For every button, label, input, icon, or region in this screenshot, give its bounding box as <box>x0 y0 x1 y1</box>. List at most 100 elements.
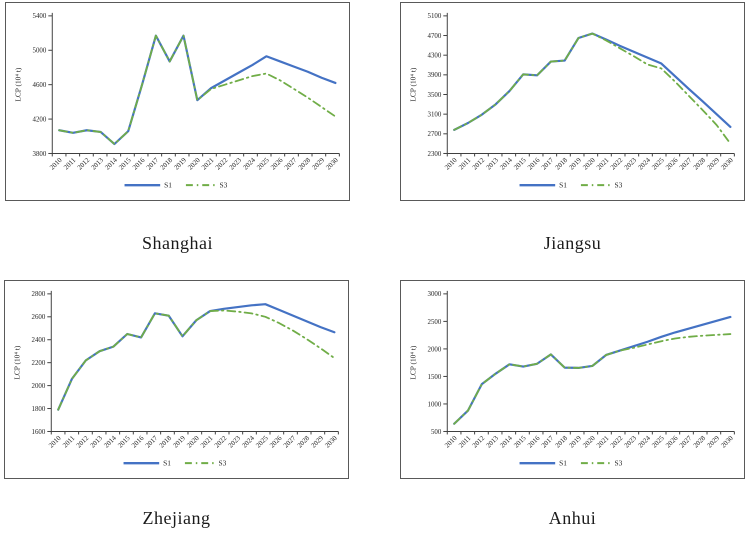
x-tick-label: 2017 <box>541 434 556 449</box>
chart-panel-jiangsu: 2300 2700 3100 3500 3900 4300 4700 5100 2010 2011… <box>400 2 745 201</box>
x-tick-label: 2014 <box>499 156 514 171</box>
x-tick-label: 2017 <box>145 434 160 449</box>
y-tick-label: 2400 <box>32 337 46 344</box>
x-tick-label: 2026 <box>665 156 680 171</box>
y-tick-label: 1500 <box>428 374 442 381</box>
x-tick-labels: 2010 2011 2012 2013 2014 2015 2016 2017 2018 2019… <box>444 434 735 449</box>
y-tick-label: 2800 <box>32 291 46 298</box>
y-tick-label: 3100 <box>428 112 442 119</box>
x-tick-label: 2012 <box>471 156 486 171</box>
x-tick-label: 2015 <box>513 434 528 449</box>
y-tick-label: 4700 <box>428 33 442 40</box>
x-tick-label: 2020 <box>187 156 202 171</box>
x-tick-label: 2019 <box>568 156 583 171</box>
x-tick-label: 2010 <box>444 434 459 449</box>
x-tick-label: 2022 <box>610 434 625 449</box>
y-tick-labels: 2300 2700 3100 3500 3900 4300 4700 5100 <box>428 13 448 158</box>
x-tick-labels: 2010 2011 2012 2013 2014 2015 2016 2017 2018 2019… <box>444 156 735 171</box>
y-tick-label: 2000 <box>428 346 442 353</box>
x-tick-label: 2013 <box>485 434 500 449</box>
x-tick-label: 2011 <box>63 156 78 171</box>
y-tick-label: 2000 <box>32 383 46 390</box>
y-tick-label: 1600 <box>32 429 46 436</box>
x-tick-label: 2010 <box>49 156 64 171</box>
legend-s3-label: S3 <box>615 459 623 468</box>
legend-s3-label: S3 <box>615 181 623 190</box>
line-chart-jiangsu: 2300 2700 3100 3500 3900 4300 4700 5100 2010 2011… <box>409 12 735 190</box>
legend-s1-label: S1 <box>559 459 567 468</box>
s3-line <box>453 333 732 425</box>
x-tick-label: 2015 <box>118 156 133 171</box>
x-tick-label: 2027 <box>679 156 694 171</box>
x-tick-label: 2029 <box>706 156 721 171</box>
x-tick-label: 2021 <box>596 434 611 449</box>
x-tick-label: 2023 <box>227 434 242 449</box>
x-tick-label: 2018 <box>159 156 174 171</box>
x-tick-label: 2021 <box>596 156 611 171</box>
chart-title-zhejiang: Zhejiang <box>142 508 211 528</box>
x-tick-label: 2024 <box>637 156 652 171</box>
x-ticks <box>50 431 339 435</box>
legend-s3-label: S3 <box>219 459 227 468</box>
x-tick-label: 2023 <box>228 156 243 171</box>
chart-title-anhui: Anhui <box>548 508 597 528</box>
x-ticks <box>446 431 735 435</box>
x-tick-label: 2027 <box>283 434 298 449</box>
x-tick-label: 2022 <box>214 434 229 449</box>
x-tick-label: 2028 <box>297 156 312 171</box>
y-tick-label: 4300 <box>428 53 442 60</box>
y-tick-label: 2300 <box>428 151 442 158</box>
s3-line <box>453 32 732 145</box>
legend-s1-label: S1 <box>164 181 172 190</box>
x-tick-label: 2014 <box>103 434 118 449</box>
y-tick-label: 3900 <box>428 72 442 79</box>
y-tick-label: 5100 <box>428 13 442 20</box>
line-chart-zhejiang: 1600 1800 2000 2200 2400 2600 2800 2010 2011 2012… <box>13 290 339 468</box>
legend-s3-label: S3 <box>220 181 228 190</box>
x-tick-label: 2010 <box>444 156 459 171</box>
x-tick-label: 2026 <box>270 156 285 171</box>
s3-line <box>57 309 336 411</box>
y-tick-labels: 1600 1800 2000 2200 2400 2600 2800 <box>32 291 52 436</box>
x-tick-label: 2014 <box>499 434 514 449</box>
y-tick-label: 2200 <box>32 360 46 367</box>
x-tick-label: 2028 <box>296 434 311 449</box>
y-tick-label: 3800 <box>33 151 47 158</box>
y-tick-label: 3500 <box>428 92 442 99</box>
x-tick-label: 2025 <box>255 434 270 449</box>
x-tick-label: 2027 <box>679 434 694 449</box>
x-tick-label: 2012 <box>471 434 486 449</box>
line-chart-shanghai: 3800 4200 4600 5000 5400 2010 2011 2012 2013 2014… <box>14 12 340 190</box>
x-tick-label: 2013 <box>90 156 105 171</box>
x-tick-label: 2022 <box>215 156 230 171</box>
y-axis-label: LCP (10⁴ t) <box>14 67 23 102</box>
x-tick-label: 2012 <box>75 434 90 449</box>
y-axis-label: LCP (10⁴ t) <box>13 345 22 380</box>
y-tick-label: 2700 <box>428 131 442 138</box>
y-tick-labels: 500 1000 1500 2000 2500 3000 <box>428 291 448 436</box>
s1-line <box>453 32 732 131</box>
y-tick-label: 4200 <box>33 116 47 123</box>
chart-panel-shanghai: 3800 4200 4600 5000 5400 2010 2011 2012 2013 2014… <box>5 2 350 201</box>
x-tick-label: 2015 <box>117 434 132 449</box>
x-tick-label: 2022 <box>610 156 625 171</box>
y-tick-label: 1000 <box>428 401 442 408</box>
x-tick-labels: 2010 2011 2012 2013 2014 2015 2016 2017 2018 2019… <box>49 156 340 171</box>
legend: S1 S3 <box>519 459 623 468</box>
x-tick-label: 2024 <box>242 156 257 171</box>
x-tick-label: 2021 <box>200 434 215 449</box>
y-tick-label: 3000 <box>428 291 442 298</box>
x-tick-label: 2029 <box>310 434 325 449</box>
y-axis-label: LCP (10⁴ t) <box>409 345 418 380</box>
y-tick-label: 5400 <box>33 13 47 20</box>
x-tick-label: 2030 <box>720 156 735 171</box>
x-tick-label: 2030 <box>324 434 339 449</box>
x-tick-label: 2020 <box>186 434 201 449</box>
y-tick-labels: 3800 4200 4600 5000 5400 <box>33 13 53 158</box>
x-tick-label: 2020 <box>582 434 597 449</box>
chart-title-shanghai: Shanghai <box>142 233 213 253</box>
x-tick-label: 2015 <box>513 156 528 171</box>
x-tick-label: 2026 <box>269 434 284 449</box>
x-tick-label: 2029 <box>706 434 721 449</box>
